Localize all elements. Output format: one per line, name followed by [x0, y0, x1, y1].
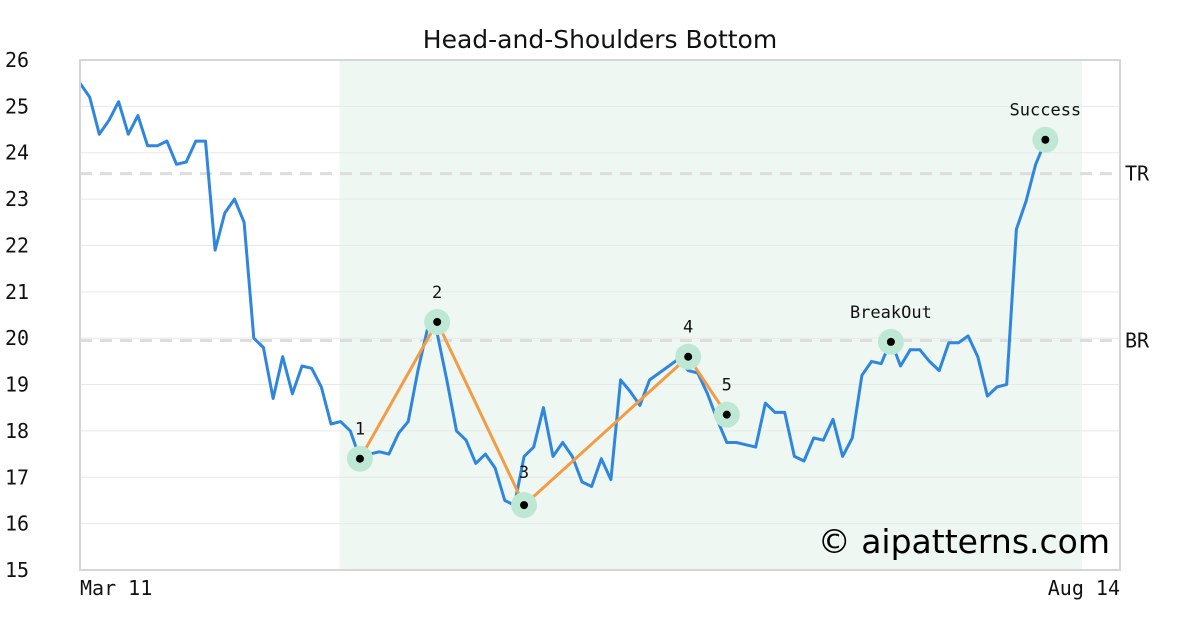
- point-marker-dot: [684, 352, 693, 361]
- y-tick-label: 24: [5, 141, 29, 165]
- point-marker-dot: [886, 337, 895, 346]
- plot-frame: [79, 59, 1121, 571]
- point-marker-dot: [1041, 135, 1050, 144]
- point-marker-dot: [433, 317, 442, 326]
- level-line-layer: TR BR: [80, 162, 1150, 353]
- x-tick-label: Aug 14: [1048, 576, 1120, 600]
- point-marker-dot: [722, 410, 731, 419]
- level-label: BR: [1125, 329, 1150, 353]
- point-marker-dot: [520, 501, 529, 510]
- annotation-label: BreakOut: [850, 303, 932, 323]
- marker-layer: 1 2 3 4 5 BreakOut Success: [346, 101, 1082, 519]
- y-tick-label: 25: [5, 94, 29, 118]
- pattern-zone-layer: [339, 60, 1082, 570]
- point-marker-dot: [355, 454, 364, 463]
- annotation-label: Success: [1010, 101, 1082, 121]
- pattern-point-label: 2: [432, 283, 442, 303]
- pattern-point-label: 4: [683, 318, 693, 338]
- pattern-point-label: 3: [519, 463, 529, 483]
- level-label: TR: [1125, 162, 1150, 186]
- y-tick-label: 21: [5, 280, 29, 304]
- y-tick-label: 19: [5, 373, 29, 397]
- y-tick-label: 15: [5, 558, 29, 582]
- y-tick-label: 23: [5, 187, 29, 211]
- y-tick-label: 20: [5, 326, 29, 350]
- y-tick-label: 16: [5, 512, 29, 536]
- pattern-point-label: 5: [722, 376, 732, 396]
- watermark: © aipatterns.com: [818, 522, 1110, 561]
- gridline-layer: [80, 105, 1120, 525]
- y-tick-label: 22: [5, 233, 29, 257]
- y-tick-label: 18: [5, 419, 29, 443]
- chart-title: Head-and-Shoulders Bottom: [423, 25, 777, 54]
- pattern-point-label: 1: [355, 420, 365, 440]
- x-tick-label: Mar 11: [80, 576, 152, 600]
- y-tick-label: 26: [5, 48, 29, 72]
- pattern-zone: [339, 60, 1082, 570]
- y-tick-label: 17: [5, 465, 29, 489]
